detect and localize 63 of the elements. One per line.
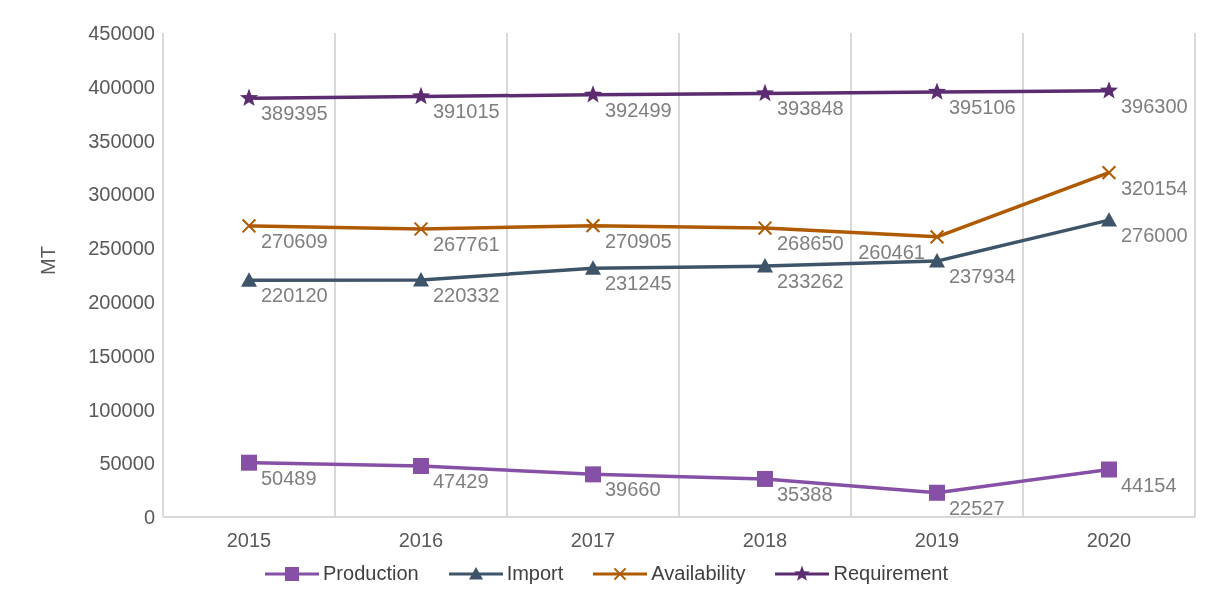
- x-tick-label: 2017: [570, 529, 616, 552]
- point: [755, 83, 775, 102]
- point: [757, 258, 773, 273]
- data-label: 44154: [1121, 473, 1177, 496]
- y-tick-label: 300000: [88, 183, 155, 206]
- data-label: 395106: [949, 96, 1016, 119]
- point: [411, 86, 431, 105]
- data-label: 220332: [433, 284, 500, 307]
- data-label: 391015: [433, 100, 500, 123]
- point: [1099, 81, 1119, 99]
- y-axis-title: MT: [37, 246, 60, 275]
- legend-label: Import: [506, 562, 564, 585]
- data-label: 276000: [1121, 224, 1188, 247]
- legend-label: Availability: [651, 562, 746, 585]
- data-label: 237934: [949, 265, 1016, 288]
- data-label: 270905: [605, 229, 672, 252]
- y-tick-label: 250000: [88, 237, 155, 260]
- x-tick-label: 2019: [914, 529, 960, 552]
- point: [757, 470, 773, 487]
- point: [241, 454, 257, 471]
- x-tick-label: 2020: [1086, 529, 1132, 552]
- point: [585, 466, 601, 483]
- x-tick-label: 2016: [398, 529, 444, 552]
- data-label: 396300: [1121, 94, 1188, 117]
- point: [583, 85, 603, 103]
- point: [929, 253, 945, 268]
- data-label: 22527: [949, 496, 1005, 519]
- point: [413, 272, 429, 287]
- data-label: 389395: [261, 102, 328, 125]
- x-tick-label: 2015: [226, 529, 272, 552]
- data-label: 260461: [858, 240, 925, 263]
- legend-label: Requirement: [833, 562, 948, 585]
- data-label: 267761: [433, 233, 500, 256]
- data-label: 50489: [261, 466, 317, 489]
- y-tick-label: 450000: [88, 22, 155, 45]
- y-tick-label: 100000: [88, 398, 155, 421]
- data-label: 35388: [777, 482, 833, 505]
- data-label: 39660: [605, 478, 661, 501]
- legend-label: Production: [323, 562, 419, 585]
- point: [1101, 461, 1117, 478]
- data-label: 231245: [605, 272, 672, 295]
- data-label: 270609: [261, 229, 328, 252]
- point: [927, 82, 947, 100]
- data-label: 392499: [605, 98, 672, 121]
- data-label: 233262: [777, 270, 844, 293]
- point: [241, 272, 257, 287]
- data-label: 393848: [777, 97, 844, 120]
- point: [585, 260, 601, 275]
- y-tick-label: 50000: [99, 452, 155, 475]
- y-tick-label: 200000: [88, 290, 155, 313]
- data-label: 220120: [261, 284, 328, 307]
- data-label: 268650: [777, 232, 844, 255]
- point: [1101, 212, 1117, 227]
- y-tick-label: 0: [143, 506, 155, 529]
- x-tick-label: 2018: [742, 529, 788, 552]
- data-label: 47429: [433, 469, 489, 492]
- y-tick-label: 150000: [88, 344, 155, 367]
- data-label: 320154: [1121, 176, 1188, 199]
- y-tick-label: 350000: [88, 129, 155, 152]
- point: [413, 457, 429, 474]
- point: [929, 484, 945, 501]
- point: [239, 88, 259, 106]
- y-tick-label: 400000: [88, 75, 155, 98]
